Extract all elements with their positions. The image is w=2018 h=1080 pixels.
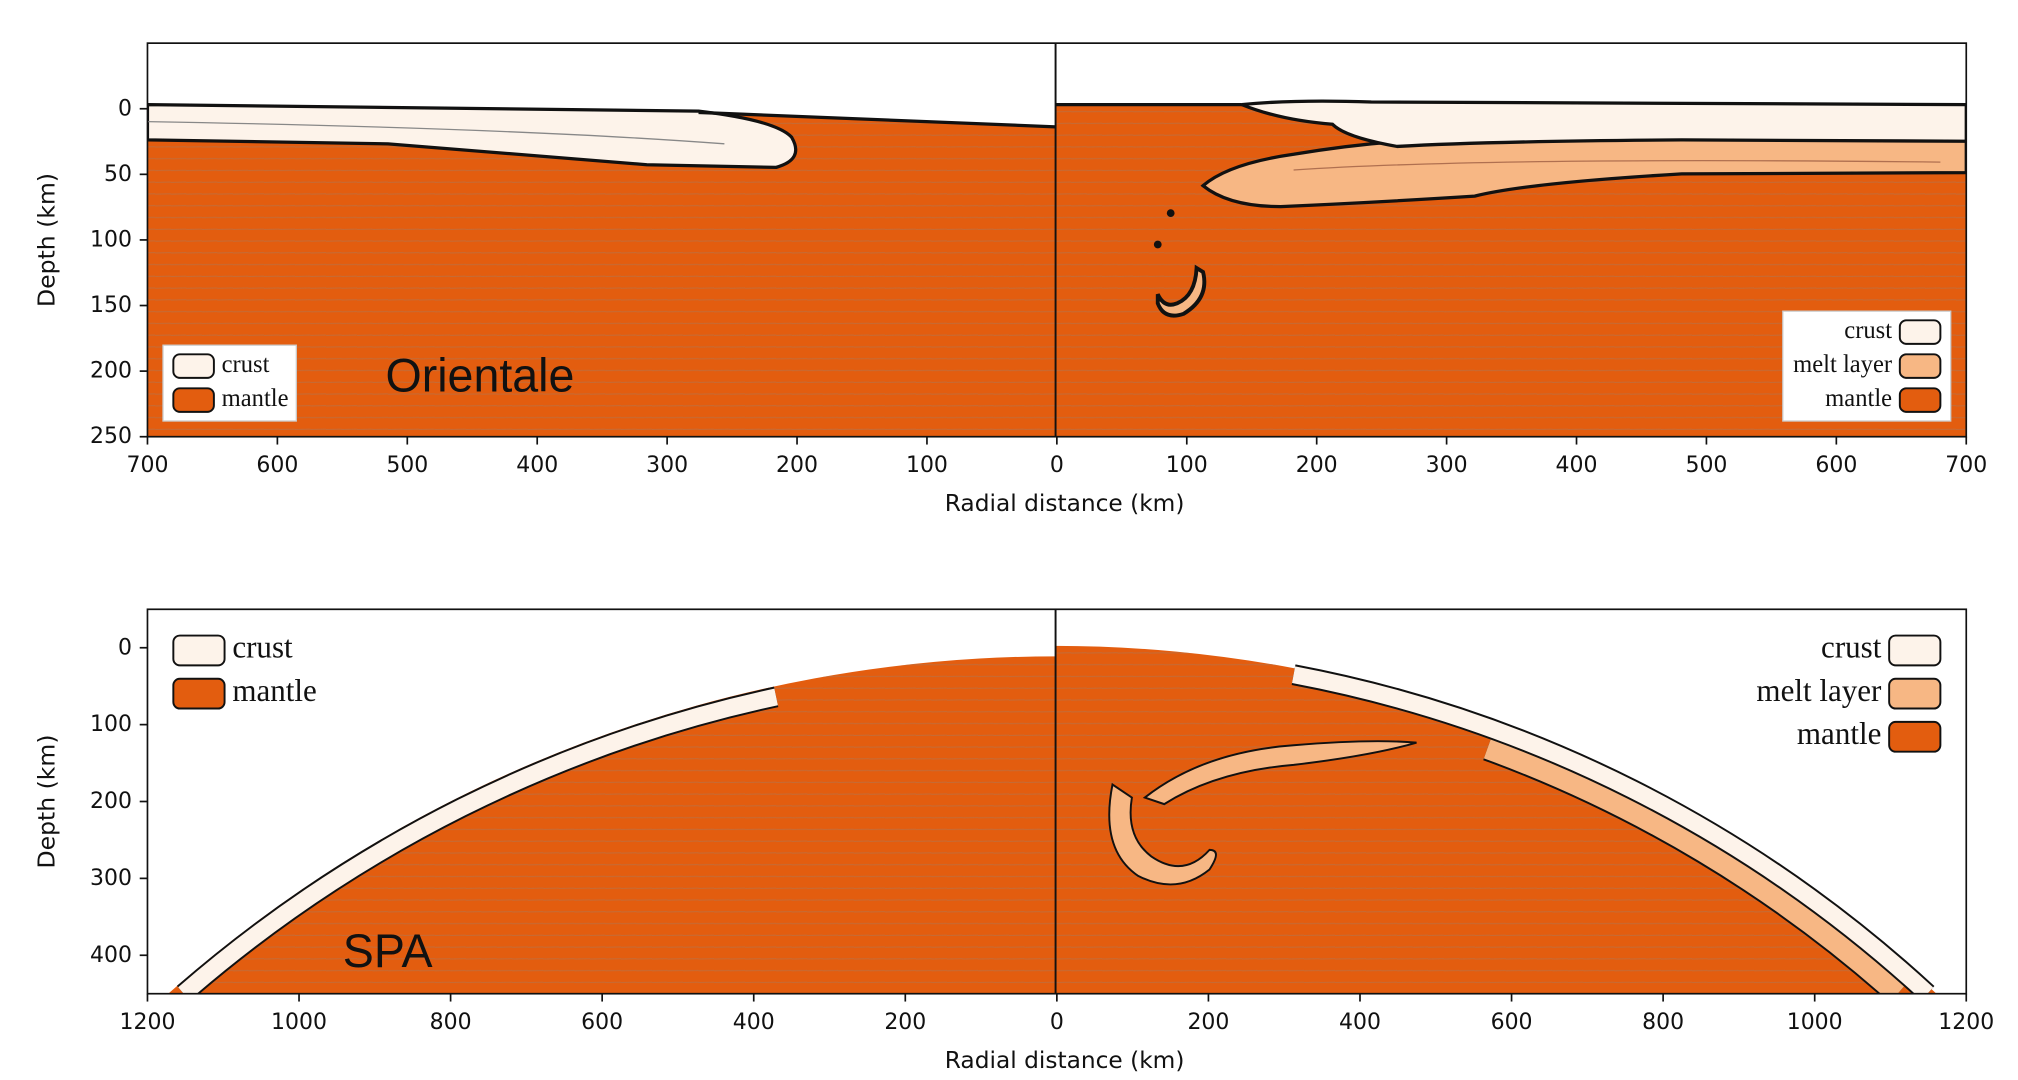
y-tick-label: 0 [118,95,132,121]
x-tick-label: 500 [1685,452,1727,478]
legend-swatch [172,634,226,667]
legend-label: melt layer [1793,351,1893,378]
y-tick-label: 100 [90,226,132,252]
x-tick-label: 300 [646,452,688,478]
x-tick-label: 600 [1815,452,1857,478]
x-tick-label: 400 [1339,1009,1381,1035]
y-tick-label: 200 [90,358,132,384]
x-tick-label: 200 [776,452,818,478]
spa-section [168,609,1937,994]
x-tick-label: 400 [516,452,558,478]
x-tick-label: 600 [1491,1009,1533,1035]
x-tick-label: 700 [1945,452,1987,478]
x-tick-label: 0 [1050,1009,1064,1035]
x-tick-label: 700 [126,452,168,478]
x-axis-label: Radial distance (km) [945,1046,1185,1074]
legend-label: melt layer [1756,673,1882,708]
legend-label: mantle [1797,716,1881,751]
y-tick-label: 100 [90,711,132,737]
legend-swatch [1888,677,1942,710]
x-tick-label: 400 [1556,452,1598,478]
x-tick-label: 200 [1187,1009,1229,1035]
annotation: SPA [343,925,433,977]
legend-label: mantle [222,385,289,412]
orientale-section [147,43,1967,437]
y-axis-label: Depth (km) [32,173,60,307]
x-tick-label: 1000 [271,1009,327,1035]
x-tick-label: 800 [430,1009,472,1035]
x-tick-label: 1000 [1787,1009,1843,1035]
x-tick-label: 200 [1296,452,1338,478]
x-tick-label: 1200 [120,1009,176,1035]
x-tick-label: 1200 [1938,1009,1994,1035]
legend-label: crust [1821,630,1882,665]
y-tick-label: 150 [90,292,132,318]
legend-label: crust [232,630,293,665]
y-tick-label: 200 [90,788,132,814]
y-tick-label: 250 [90,423,132,449]
x-tick-label: 200 [884,1009,926,1035]
y-axis-label: Depth (km) [32,734,60,868]
x-tick-label: 100 [1166,452,1208,478]
x-tick-label: 0 [1050,452,1064,478]
legend-swatch [172,677,226,710]
legend-swatch [1888,634,1942,667]
legend-swatch [1898,353,1942,379]
legend-swatch [1888,720,1942,753]
legend-swatch [172,387,215,413]
legend-label: crust [222,351,270,378]
y-tick-label: 0 [118,634,132,660]
legend-label: crust [1844,317,1892,344]
x-tick-label: 500 [386,452,428,478]
x-tick-label: 100 [906,452,948,478]
x-tick-label: 800 [1642,1009,1684,1035]
x-tick-label: 600 [256,452,298,478]
legend-label: mantle [1825,385,1892,412]
y-tick-label: 50 [104,161,132,187]
annotation: Orientale [385,349,574,401]
legend-swatch [172,353,215,379]
legend-swatch [1898,319,1942,345]
legend-swatch [1898,387,1942,413]
legend-label: mantle [232,673,316,708]
y-tick-label: 400 [90,942,132,968]
x-tick-label: 300 [1426,452,1468,478]
x-tick-label: 600 [581,1009,623,1035]
x-tick-label: 400 [733,1009,775,1035]
x-axis-label: Radial distance (km) [945,489,1185,517]
y-tick-label: 300 [90,865,132,891]
